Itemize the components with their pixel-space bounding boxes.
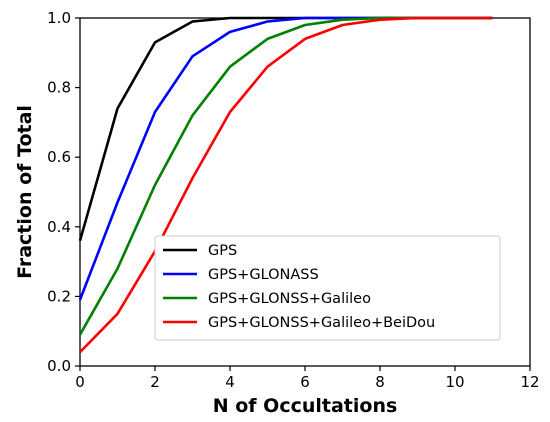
legend-label: GPS	[208, 243, 237, 259]
legend-label: GPS+GLONSS+Galileo	[208, 291, 371, 307]
x-tick-label: 4	[225, 373, 235, 391]
series-lines	[78, 16, 493, 354]
axis-ticks: 0 2 4 6 8 10 12 0.0 0.2 0.4 0.6 0.8 1.0	[47, 9, 539, 391]
x-tick-label: 10	[445, 373, 464, 391]
legend-label: GPS+GLONSS+Galileo+BeiDou	[208, 315, 435, 331]
legend-items: GPS GPS+GLONASS GPS+GLONSS+Galileo GPS+GLON…	[163, 243, 435, 331]
series-line-4	[79, 16, 493, 354]
y-tick-label: 0.2	[47, 287, 71, 305]
x-tick-label: 2	[150, 373, 160, 391]
y-tick-label: 1.0	[47, 9, 71, 27]
legend: GPS GPS+GLONASS GPS+GLONSS+Galileo GPS+GLON…	[154, 235, 501, 341]
legend-label: GPS+GLONASS	[208, 267, 319, 283]
y-axis-title: Fraction of Total	[14, 105, 36, 279]
x-tick-label: 6	[300, 373, 310, 391]
y-tick-label: 0.4	[47, 218, 71, 236]
x-tick-label: 0	[75, 373, 85, 391]
x-axis-title: N of Occultations	[213, 395, 398, 417]
x-tick-label: 8	[375, 373, 385, 391]
legend-box	[154, 235, 501, 341]
y-tick-label: 0.8	[47, 79, 71, 97]
y-tick-label: 0.0	[47, 357, 71, 375]
y-tick-label: 0.6	[47, 148, 71, 166]
x-tick-label: 12	[520, 373, 539, 391]
